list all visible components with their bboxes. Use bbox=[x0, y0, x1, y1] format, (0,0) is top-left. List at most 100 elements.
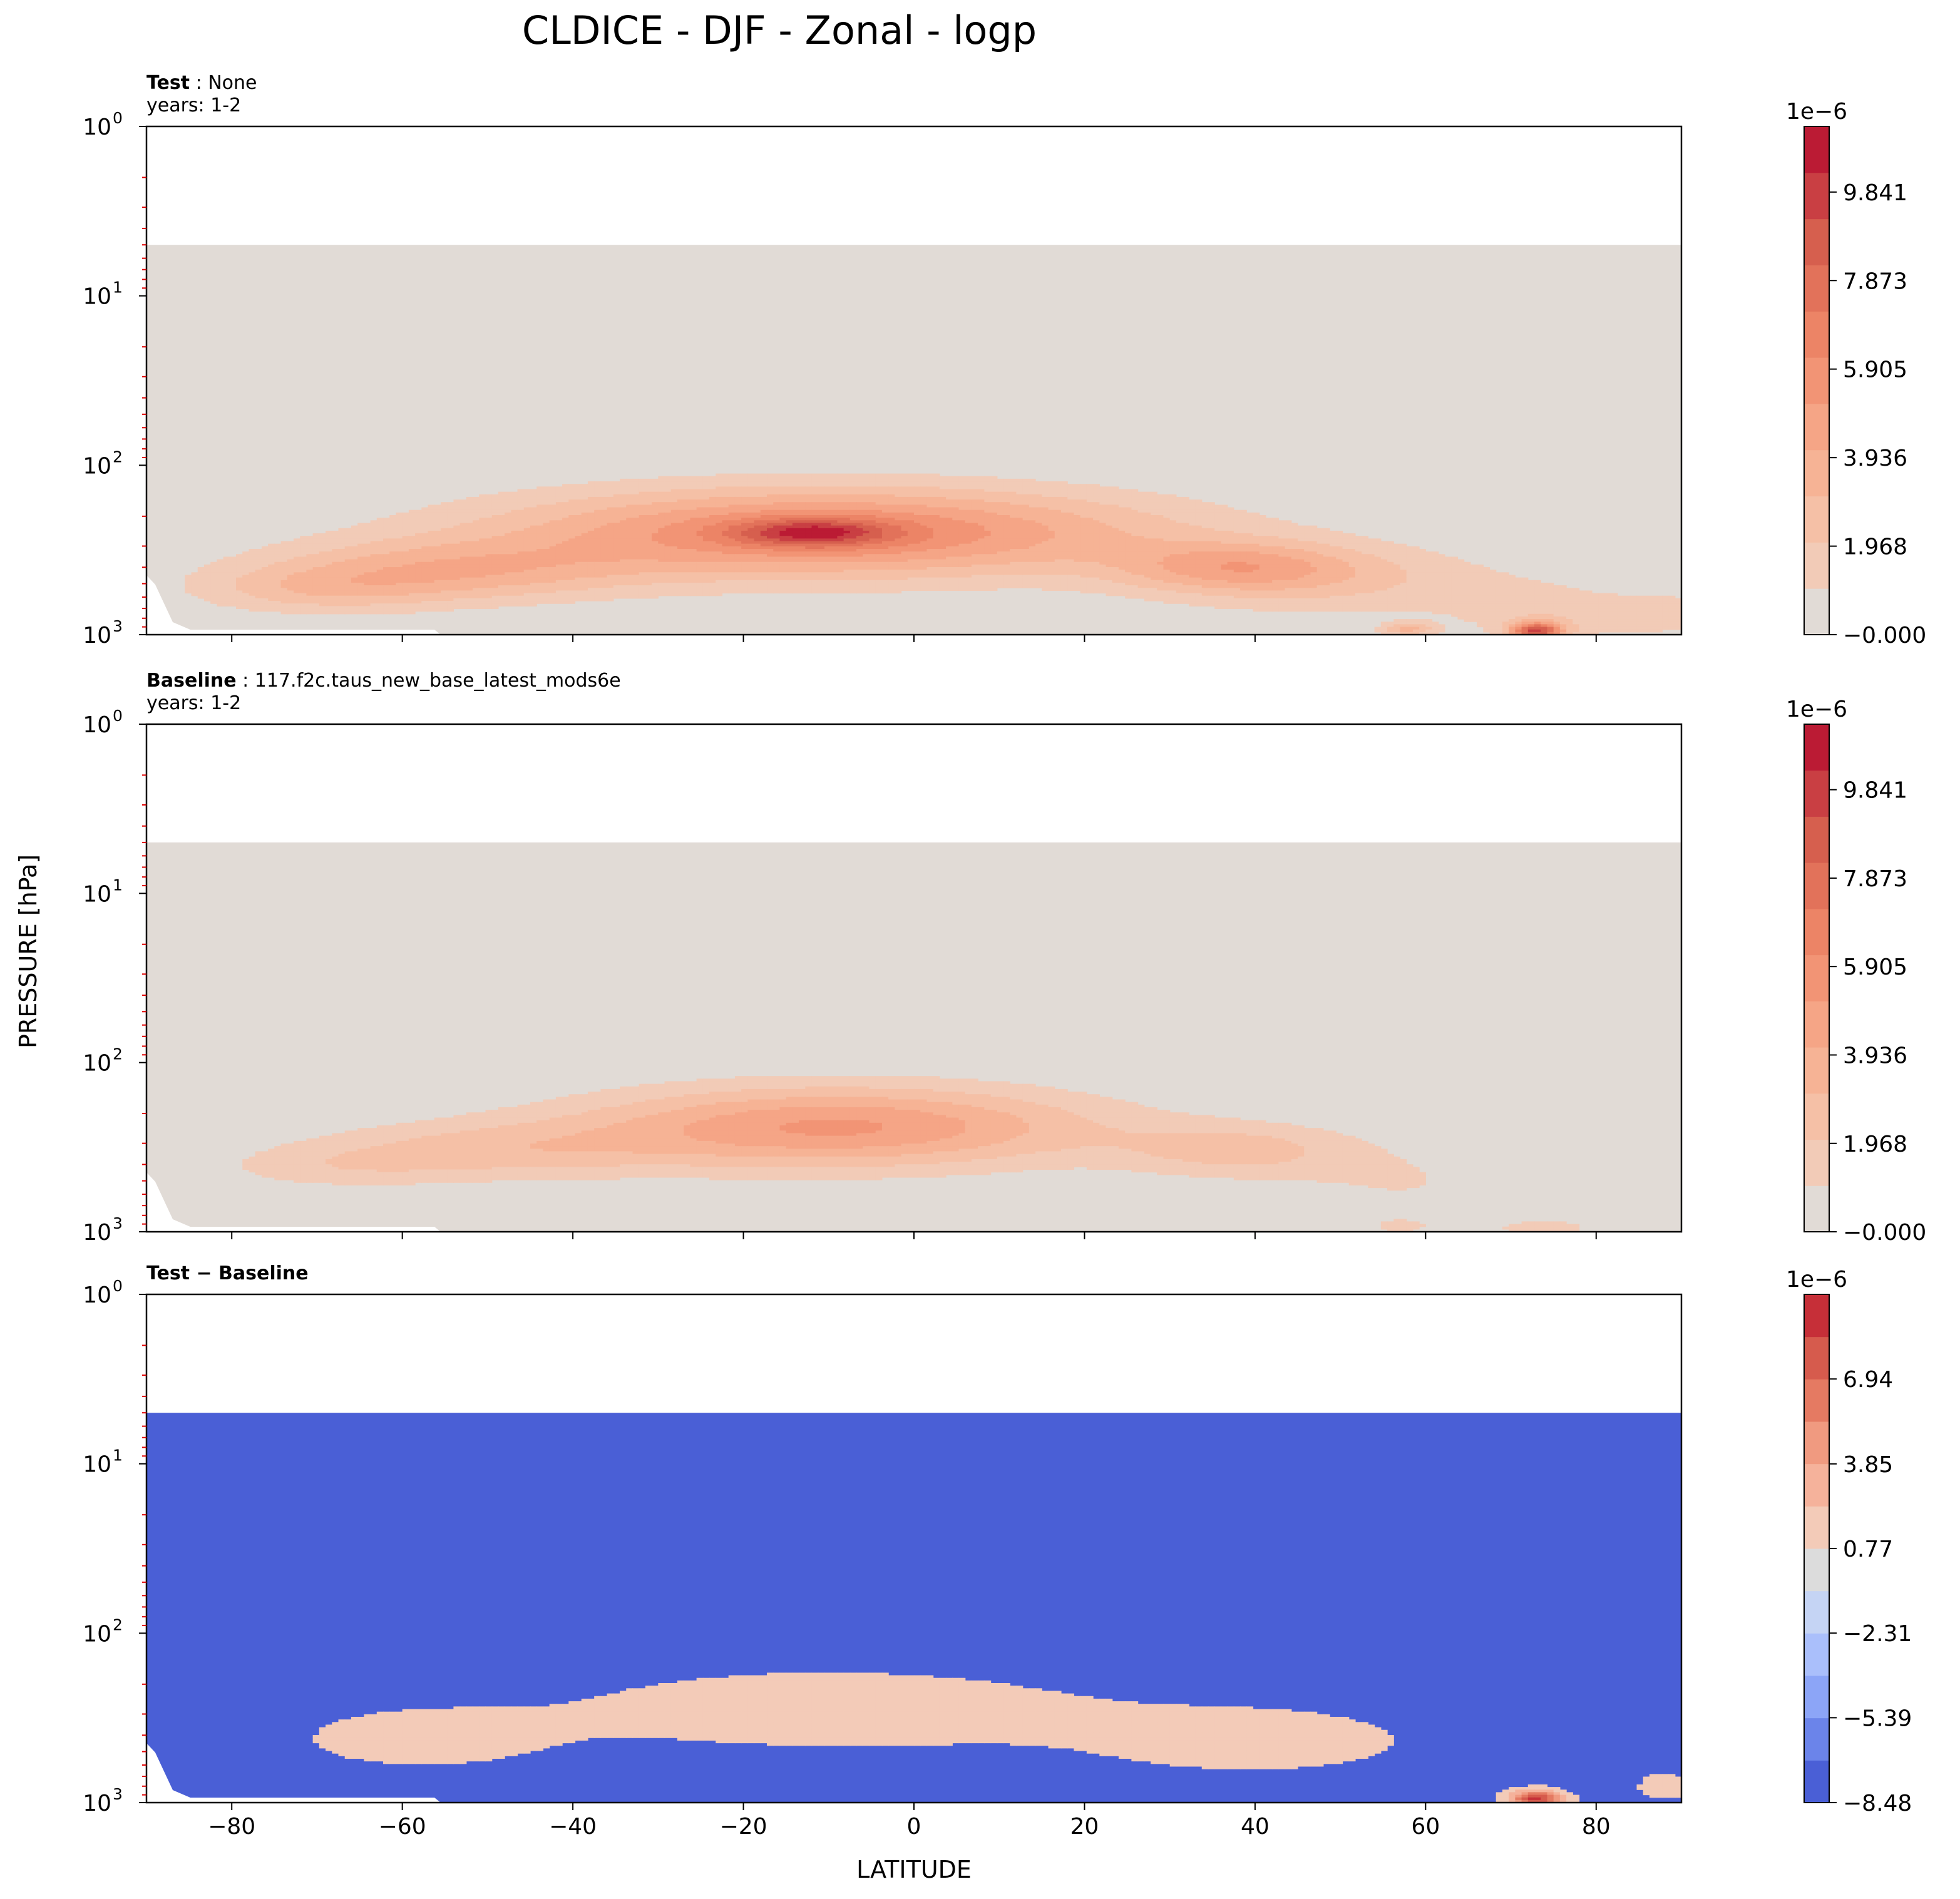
x-axis-label: LATITUDE bbox=[856, 1856, 972, 1883]
colorbar-multiplier: 1e−6 bbox=[1786, 99, 1847, 125]
panel-label-value: : None bbox=[190, 72, 257, 94]
contour-field bbox=[146, 245, 1681, 635]
colorbar-tick-label: 0.77 bbox=[1843, 1537, 1893, 1562]
x-tick-label: −80 bbox=[208, 1814, 255, 1840]
colorbar: 6.94 3.85 0.77 −2.31 −5.39 −8.48 1e−6 bbox=[1786, 1267, 1912, 1816]
panel-label: Test − Baseline bbox=[146, 1262, 309, 1284]
colorbar-segment bbox=[1804, 1336, 1829, 1379]
x-tick-label: 40 bbox=[1241, 1814, 1270, 1840]
panel-years: years: 1-2 bbox=[146, 95, 241, 116]
y-tick-label: 10 bbox=[83, 1452, 111, 1478]
colorbar-tick-label: 5.905 bbox=[1843, 955, 1907, 980]
colorbar-segment bbox=[1804, 1294, 1829, 1338]
contour-field bbox=[146, 842, 1681, 1232]
colorbar-multiplier: 1e−6 bbox=[1786, 697, 1847, 722]
y-tick-label: 10 bbox=[83, 1791, 111, 1816]
x-tick-label: −20 bbox=[720, 1814, 767, 1840]
y-tick-exponent: 0 bbox=[113, 707, 123, 725]
y-tick-exponent: 2 bbox=[113, 1615, 123, 1634]
colorbar-segment bbox=[1804, 1379, 1829, 1422]
x-tick-label: 60 bbox=[1411, 1814, 1440, 1840]
y-tick-label: 10 bbox=[83, 115, 111, 140]
colorbar-segment bbox=[1804, 588, 1829, 635]
colorbar-segment bbox=[1804, 1548, 1829, 1592]
y-axis-label: PRESSURE [hPa] bbox=[14, 854, 42, 1048]
y-tick-label: 10 bbox=[83, 881, 111, 907]
y-tick-label: 10 bbox=[83, 1051, 111, 1077]
colorbar-tick-label: 3.936 bbox=[1843, 1043, 1907, 1069]
panel-label: Baseline : 117.f2c.taus_new_base_latest_… bbox=[146, 670, 621, 692]
colorbar-segment bbox=[1804, 496, 1829, 543]
colorbar-segment bbox=[1804, 1421, 1829, 1465]
colorbar-tick-label: 1.968 bbox=[1843, 535, 1907, 560]
colorbar: 9.841 7.873 5.905 3.936 1.968 −0.000 1e−6 bbox=[1786, 99, 1926, 648]
figure-title: CLDICE - DJF - Zonal - logp bbox=[522, 8, 1037, 53]
y-tick-exponent: 2 bbox=[113, 448, 123, 466]
colorbar-segment bbox=[1804, 172, 1829, 220]
colorbar-frame bbox=[1804, 724, 1830, 1232]
colorbar-segment bbox=[1804, 265, 1829, 312]
colorbar-segment bbox=[1804, 1139, 1829, 1186]
colorbar-segment bbox=[1804, 1463, 1829, 1507]
panel-label-name: Baseline bbox=[146, 670, 237, 692]
colorbar-segment bbox=[1804, 311, 1829, 358]
colorbar-segment bbox=[1804, 770, 1829, 817]
y-tick-label: 10 bbox=[83, 1621, 111, 1647]
colorbar-tick-label: −8.48 bbox=[1843, 1791, 1912, 1816]
y-tick-exponent: 1 bbox=[113, 876, 123, 894]
colorbar-tick-label: −5.39 bbox=[1843, 1706, 1912, 1731]
panel-label-name: Test − Baseline bbox=[146, 1262, 309, 1284]
missing-data-region bbox=[146, 1743, 441, 1803]
colorbar-tick-label: 3.85 bbox=[1843, 1452, 1893, 1478]
x-tick-label: −40 bbox=[549, 1814, 597, 1840]
x-tick-label: −60 bbox=[379, 1814, 426, 1840]
colorbar-segment bbox=[1804, 1047, 1829, 1094]
colorbar-tick-label: 7.873 bbox=[1843, 269, 1907, 294]
y-tick-exponent: 1 bbox=[113, 1446, 123, 1465]
missing-data-region bbox=[146, 1172, 441, 1232]
colorbar-segment bbox=[1804, 449, 1829, 497]
y-tick-exponent: 3 bbox=[113, 1214, 123, 1232]
colorbar-segment bbox=[1804, 816, 1829, 863]
colorbar-segment bbox=[1804, 542, 1829, 589]
colorbar-tick-label: −0.000 bbox=[1843, 1220, 1926, 1246]
x-tick-label: 80 bbox=[1582, 1814, 1611, 1840]
y-tick-exponent: 3 bbox=[113, 617, 123, 635]
panel-years: years: 1-2 bbox=[146, 692, 241, 714]
y-tick-label: 10 bbox=[83, 284, 111, 310]
colorbar: 9.841 7.873 5.905 3.936 1.968 −0.000 1e−6 bbox=[1786, 697, 1926, 1246]
y-tick-label: 10 bbox=[83, 623, 111, 648]
y-tick-exponent: 0 bbox=[113, 1277, 123, 1295]
y-tick-label: 10 bbox=[83, 1220, 111, 1246]
y-tick-exponent: 3 bbox=[113, 1785, 123, 1803]
colorbar-segment bbox=[1804, 1760, 1829, 1803]
panel-label-name: Test bbox=[146, 72, 190, 94]
colorbar-multiplier: 1e−6 bbox=[1786, 1267, 1847, 1292]
colorbar-tick-label: 1.968 bbox=[1843, 1132, 1907, 1157]
colorbar-segment bbox=[1804, 955, 1829, 1001]
colorbar-frame bbox=[1804, 126, 1830, 635]
y-tick-exponent: 0 bbox=[113, 109, 123, 127]
colorbar-segment bbox=[1804, 126, 1829, 173]
colorbar-segment bbox=[1804, 1185, 1829, 1232]
colorbar-tick-label: 7.873 bbox=[1843, 866, 1907, 892]
x-tick-label: 20 bbox=[1070, 1814, 1099, 1840]
colorbar-segment bbox=[1804, 1590, 1829, 1634]
colorbar-segment bbox=[1804, 1676, 1829, 1719]
colorbar-tick-label: −0.000 bbox=[1843, 623, 1926, 648]
panel-label-value: : 117.f2c.taus_new_base_latest_mods6e bbox=[237, 670, 621, 692]
colorbar-segment bbox=[1804, 908, 1829, 956]
colorbar-tick-label: 5.905 bbox=[1843, 357, 1907, 383]
x-tick-label: 0 bbox=[907, 1814, 921, 1840]
colorbar-segment bbox=[1804, 403, 1829, 451]
colorbar-segment bbox=[1804, 357, 1829, 404]
colorbar-tick-label: −2.31 bbox=[1843, 1621, 1912, 1647]
colorbar-segment bbox=[1804, 724, 1829, 771]
colorbar-segment bbox=[1804, 1717, 1829, 1761]
panel-label: Test : None bbox=[146, 72, 257, 94]
colorbar-segment bbox=[1804, 1633, 1829, 1676]
